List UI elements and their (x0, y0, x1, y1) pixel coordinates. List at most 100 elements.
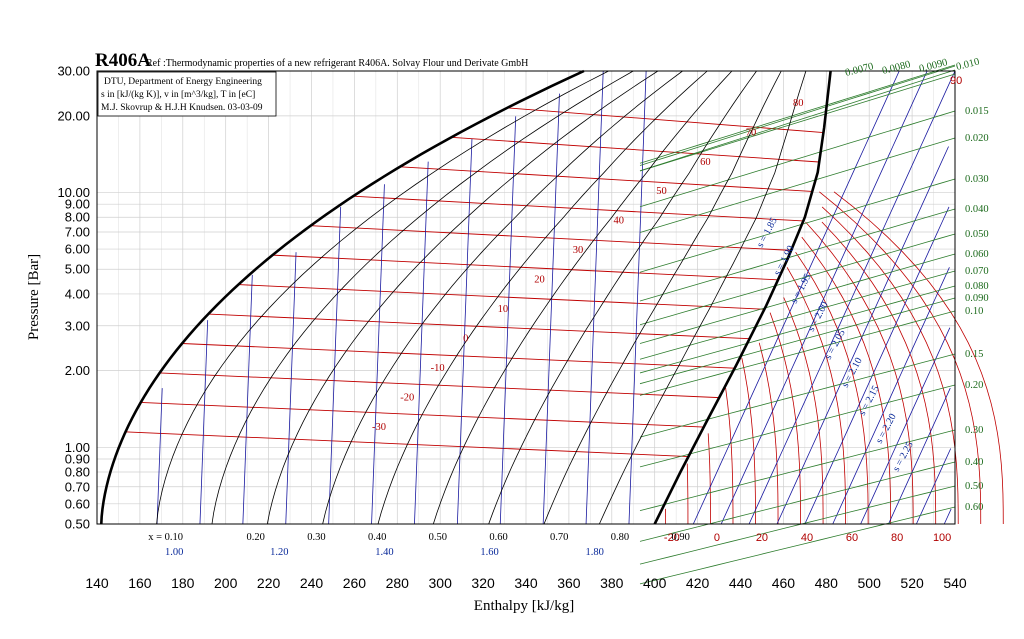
isentrope-superheated (916, 448, 952, 525)
y-tick-label: 4.00 (65, 286, 90, 301)
isotherm-label: -20 (400, 392, 414, 403)
y-tick-label: 3.00 (65, 318, 90, 333)
entropy-vapor-label: s = 2.20 (874, 412, 899, 445)
x-tick-label: 180 (171, 575, 195, 591)
x-tick-label: 440 (729, 575, 753, 591)
x-tick-label: 460 (772, 575, 796, 591)
isentrope-two-phase (242, 274, 253, 525)
quality-line (266, 70, 659, 525)
volume-label: 0.0080 (881, 59, 912, 77)
isochore-line (639, 384, 956, 468)
quality-line (156, 70, 609, 525)
y-axis-label: Pressure [Bar] (26, 254, 42, 340)
isotherm-bottom-label: -20 (664, 532, 680, 544)
quality-label: 0.30 (307, 532, 325, 543)
isentrope-superheated (692, 70, 900, 525)
isotherm-superheated (686, 463, 689, 525)
quality-label: x = 0.10 (148, 532, 183, 543)
x-tick-label: 480 (815, 575, 839, 591)
isochore-line (639, 253, 956, 344)
isotherm-bottom-label: 80 (891, 532, 903, 544)
x-tick-label: 340 (514, 575, 538, 591)
y-tick-label: 0.60 (65, 496, 90, 511)
isotherm-label: 40 (613, 216, 624, 227)
x-tick-label: 540 (943, 575, 967, 591)
volume-label: 0.030 (965, 174, 989, 185)
isentrope-two-phase (199, 320, 209, 525)
info-line-1: DTU, Department of Energy Engineering (104, 76, 262, 87)
isotherm-label: 50 (656, 186, 667, 197)
volume-label: 0.10 (965, 306, 983, 317)
x-tick-label: 520 (900, 575, 924, 591)
isotherm-two-phase (182, 343, 735, 369)
x-tick-label: 200 (214, 575, 238, 591)
info-line-2: s in [kJ/(kg K)], v in [m^3/kg], T in [e… (101, 89, 255, 100)
isochore-line (639, 461, 956, 542)
isotherm-bottom-label: 100 (933, 532, 951, 544)
y-tick-label: 30.00 (57, 64, 90, 79)
isochore-line (639, 178, 956, 273)
isotherm-superheated (833, 191, 1004, 525)
x-tick-label: 140 (85, 575, 109, 591)
quality-line (322, 70, 683, 525)
chart-title: R406A (95, 50, 151, 71)
isochore-line (639, 233, 956, 326)
isochore-line (639, 270, 956, 360)
isochore-line (639, 297, 956, 385)
isotherm-superheated (821, 221, 937, 525)
isotherm-bottom-label: 60 (846, 532, 858, 544)
entropy-vapor-label: s = 2.10 (840, 356, 865, 389)
isotherm-two-phase (159, 372, 720, 399)
isotherm-superheated (821, 206, 959, 525)
isotherm-bottom-label: 40 (801, 532, 813, 544)
line-labels: -30 -20 -10 0 10 20 30 40 50 60 70 80 -20 0 20 40 60 80 10… (148, 57, 988, 558)
volume-label: 0.080 (965, 281, 989, 292)
quality-line (432, 70, 733, 525)
y-tick-label: 10.00 (57, 185, 90, 200)
isotherm-label: 60 (700, 157, 711, 168)
x-tick-label: 240 (300, 575, 324, 591)
x-tick-label: 360 (557, 575, 581, 591)
y-tick-label: 1.00 (65, 440, 90, 455)
isotherm-label: 80 (793, 98, 804, 109)
isentrope-two-phase (499, 116, 517, 525)
isochore-line (639, 65, 956, 166)
entropy-bottom-label: 1.40 (375, 547, 393, 558)
isotherm-two-phase (272, 254, 779, 281)
isochore-lines (639, 64, 956, 585)
isotherm-two-phase (507, 107, 824, 134)
quality-line (488, 70, 757, 525)
y-tick-label: 0.90 (65, 451, 90, 466)
isochore-line (639, 69, 956, 172)
volume-label: 0.040 (965, 204, 989, 215)
quality-label: 0.40 (368, 532, 386, 543)
x-tick-label: 220 (257, 575, 281, 591)
isochore-line (639, 137, 956, 233)
isotherm-label: -30 (372, 422, 386, 433)
volume-label: 0.010 (955, 57, 981, 73)
isentrope-superheated (832, 267, 950, 525)
isochore-line (639, 64, 956, 164)
x-tick-label: 420 (686, 575, 710, 591)
y-tick-label: 0.80 (65, 464, 90, 479)
isochore-line (639, 73, 956, 172)
x-tick-label: 500 (858, 575, 882, 591)
y-tick-label: 0.70 (65, 479, 90, 494)
x-tick-label: 400 (643, 575, 667, 591)
quality-label: 0.80 (611, 532, 629, 543)
isentrope-superheated (776, 146, 949, 525)
saturated-vapor-line (653, 70, 832, 525)
volume-label: 0.060 (965, 249, 989, 260)
isotherm-superheated (725, 388, 734, 525)
isentrope-two-phase (542, 93, 560, 525)
y-tick-label: 8.00 (65, 210, 90, 225)
x-tick-label: 300 (429, 575, 453, 591)
x-tick-label: 280 (386, 575, 410, 591)
quality-line (543, 70, 782, 525)
volume-label: 0.50 (965, 481, 983, 492)
entropy-bottom-label: 1.60 (480, 547, 498, 558)
volume-label: 0.60 (965, 502, 983, 513)
y-tick-label: 9.00 (65, 197, 90, 212)
isentrope-two-phase (285, 252, 297, 525)
